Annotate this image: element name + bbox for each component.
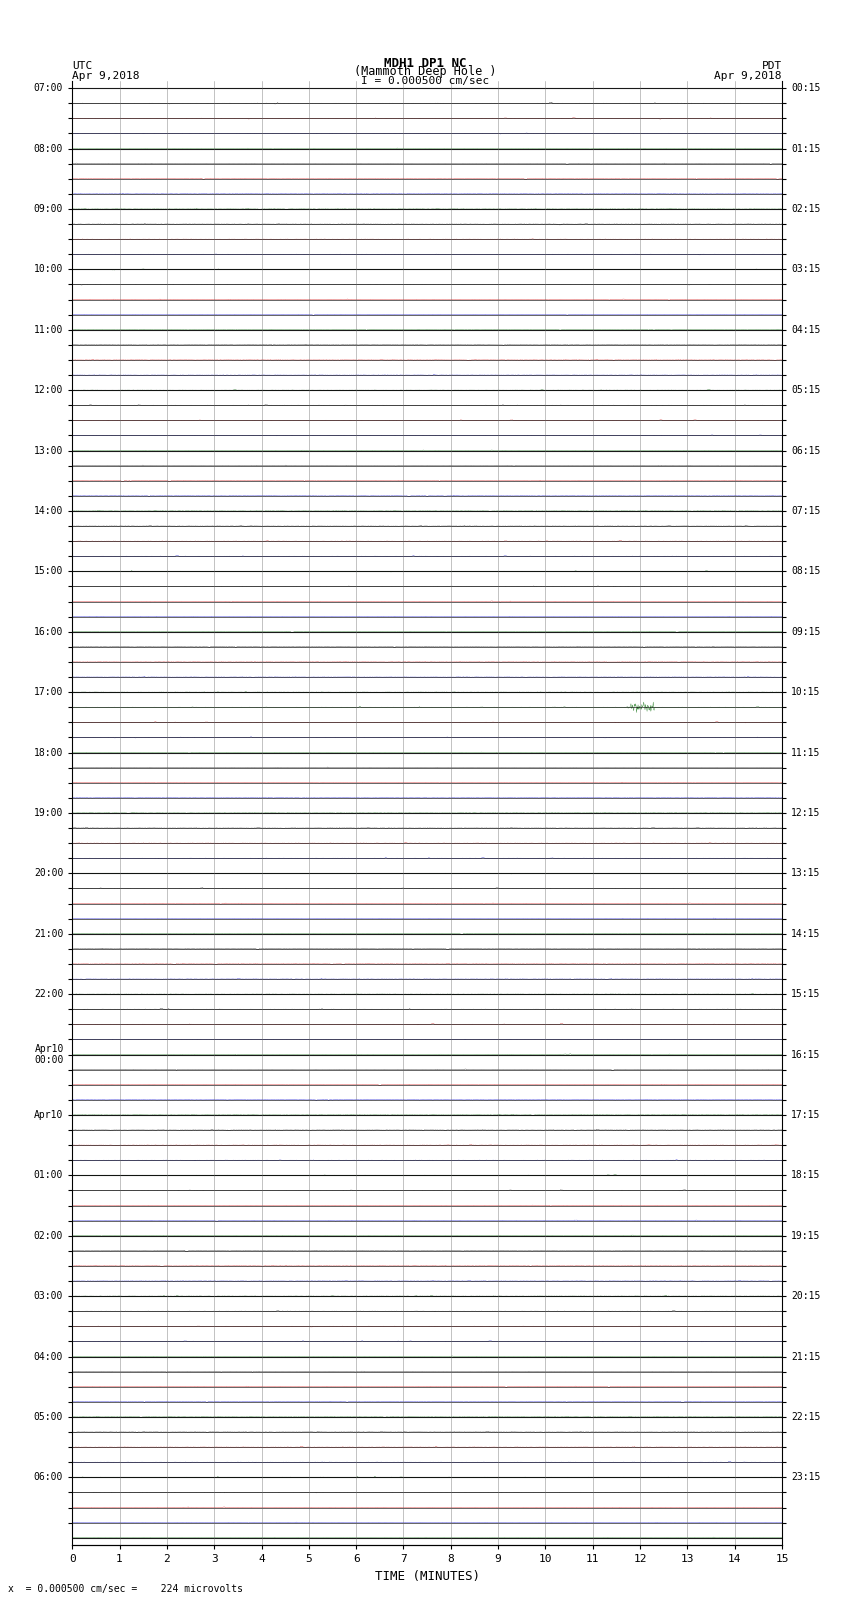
Text: I = 0.000500 cm/sec: I = 0.000500 cm/sec bbox=[361, 76, 489, 85]
Text: x  = 0.000500 cm/sec =    224 microvolts: x = 0.000500 cm/sec = 224 microvolts bbox=[8, 1584, 243, 1594]
X-axis label: TIME (MINUTES): TIME (MINUTES) bbox=[375, 1569, 479, 1582]
Text: UTC: UTC bbox=[72, 61, 93, 71]
Text: MDH1 DP1 NC: MDH1 DP1 NC bbox=[383, 56, 467, 71]
Text: (Mammoth Deep Hole ): (Mammoth Deep Hole ) bbox=[354, 65, 496, 77]
Text: Apr 9,2018: Apr 9,2018 bbox=[715, 71, 782, 81]
Text: Apr10
00:00: Apr10 00:00 bbox=[35, 1044, 64, 1065]
Text: Apr 9,2018: Apr 9,2018 bbox=[72, 71, 139, 81]
Text: PDT: PDT bbox=[762, 61, 782, 71]
